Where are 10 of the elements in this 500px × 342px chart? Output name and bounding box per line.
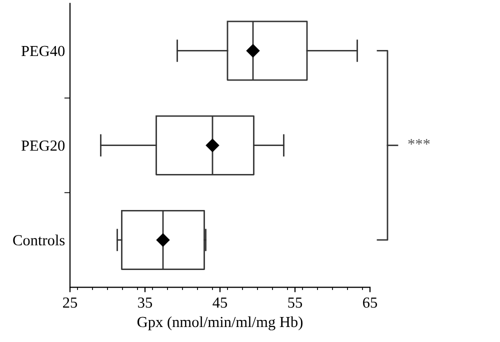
y-tick-label: PEG40 [21, 46, 65, 56]
y-tick-label: Controls [13, 234, 65, 246]
x-axis-title: Gpx (nmol/min/ml/mg Hb) [137, 316, 303, 330]
text: *** [408, 139, 430, 145]
y-tick-label: PEG20 [21, 140, 65, 151]
x-tick-label: 65 [363, 297, 378, 308]
x-tick-label: 25 [63, 297, 78, 308]
x-tick-label: 45 [212, 298, 228, 308]
x-tick-label: 55 [288, 298, 302, 308]
x-tick-label: 35 [138, 297, 152, 308]
